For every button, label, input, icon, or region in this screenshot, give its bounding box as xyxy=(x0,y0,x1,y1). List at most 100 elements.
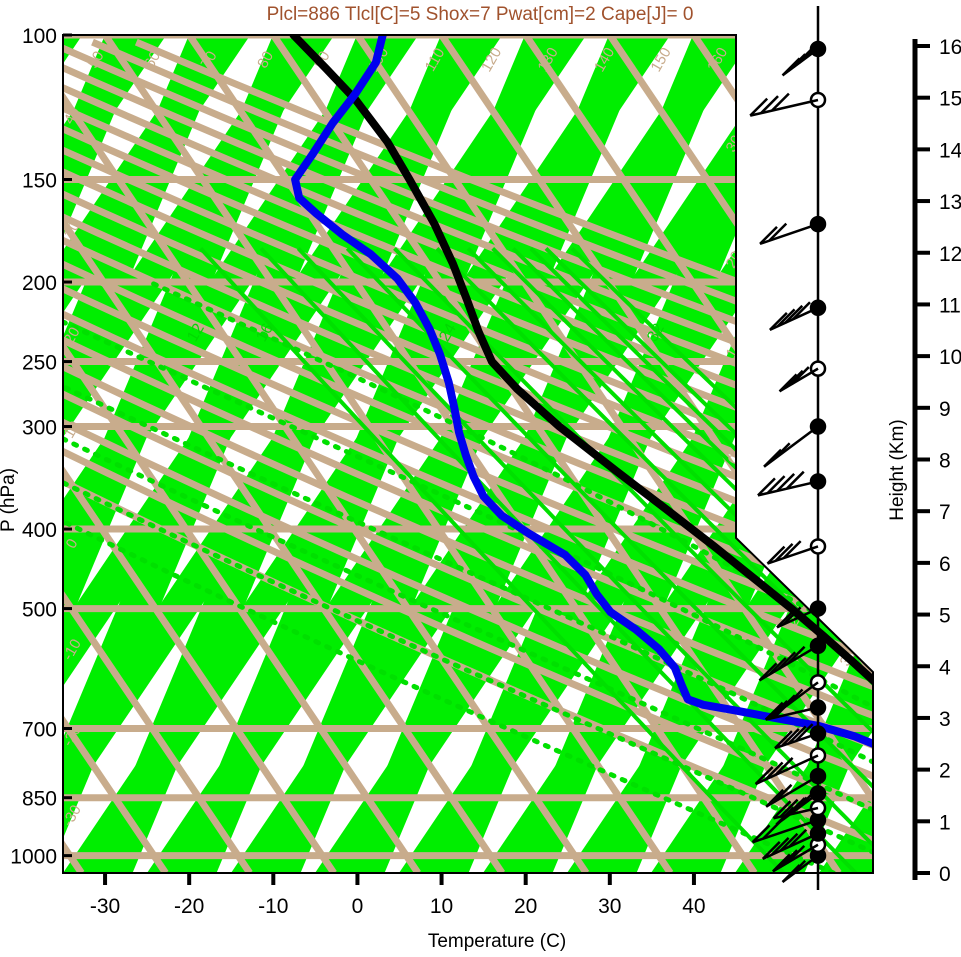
x-axis-label: Temperature (C) xyxy=(428,931,566,952)
chart-title: Plcl=886 Tlcl[C]=5 Shox=7 Pwat[cm]=2 Cap… xyxy=(267,4,694,25)
temperature-tick-label: -10 xyxy=(258,895,288,918)
wind-barb-feather xyxy=(757,477,776,497)
temperature-tick-label: 20 xyxy=(514,895,537,918)
wind-barb-feather xyxy=(782,606,802,626)
isotherm-label-left: 40 xyxy=(61,104,84,127)
height-tick-label: 10 xyxy=(939,346,961,369)
wind-barb-feather xyxy=(772,800,792,820)
dry-adiabat-label: 60 xyxy=(141,48,164,71)
wind-barb-shaft xyxy=(763,425,819,468)
mixing-ratio-label: 32 xyxy=(644,321,668,345)
height-tick-label: 11 xyxy=(939,294,961,317)
wind-barb-feather xyxy=(790,366,810,385)
plot-content: 50 60 70 80 90 100 110 120 130 140 150 160403020100… xyxy=(61,35,873,873)
height-tick-label: 7 xyxy=(939,501,951,524)
pressure-tick-label: 250 xyxy=(22,352,57,375)
wind-barb-feather xyxy=(798,44,818,64)
wind-barb-feather xyxy=(768,222,788,242)
wind-barb-feather xyxy=(771,853,791,873)
moist-adiabat-lines xyxy=(63,279,873,873)
wind-barb-feather xyxy=(794,723,814,743)
height-axis-label: Height (Km) xyxy=(887,419,908,520)
trace-dewpoint xyxy=(291,35,873,860)
wind-barb-feather xyxy=(776,694,796,714)
mixing-ratio-label: 16 xyxy=(253,321,277,345)
wind-barb-feather xyxy=(769,311,788,331)
plot-frame xyxy=(62,34,874,874)
wind-barb-feather xyxy=(773,783,793,803)
wind-barb-feather xyxy=(751,824,771,844)
isotherm-label-left: 20 xyxy=(61,324,84,347)
dry-adiabat-label: 80 xyxy=(254,48,277,71)
wind-barb-feather xyxy=(782,540,802,560)
wind-barb-feather xyxy=(763,448,782,468)
wind-barb-feather xyxy=(786,845,806,864)
height-tick-label: 3 xyxy=(939,708,951,731)
wind-barb-feather xyxy=(760,95,779,115)
wind-barb-feather xyxy=(778,373,798,393)
wind-barb-feather xyxy=(777,651,797,671)
wind-barb-feather xyxy=(749,97,769,117)
temperature-tick-label: 10 xyxy=(430,895,453,918)
height-tick-label: 1 xyxy=(939,811,951,834)
wind-barb-feather xyxy=(769,700,789,719)
height-tick-label: 8 xyxy=(939,450,951,473)
height-tick-label: 6 xyxy=(939,553,951,576)
wind-barb-feather xyxy=(754,766,774,785)
pressure-tick-label: 500 xyxy=(22,599,57,622)
wind-barb-feather xyxy=(795,791,815,811)
mixing-ratio-label: 24 xyxy=(436,321,460,345)
height-tick-label: 14 xyxy=(939,139,961,162)
dry-adiabat-label: 50 xyxy=(85,48,108,71)
wind-barb-feather xyxy=(786,645,806,665)
sounding-traces xyxy=(289,35,873,860)
wind-barb-feather xyxy=(758,662,778,682)
wind-barb-feather xyxy=(785,470,805,490)
height-tick-label: 15 xyxy=(939,88,961,111)
pressure-tick-label: 100 xyxy=(22,25,57,48)
wind-barb-feather xyxy=(779,832,799,852)
wind-barb-feather xyxy=(774,757,794,776)
wind-barb-shaft xyxy=(778,367,819,393)
wind-barb-feather xyxy=(788,828,808,848)
height-tick-label: 16 xyxy=(939,36,961,59)
y-axis-label: P (hPa) xyxy=(0,468,19,532)
mixing-ratio-label: 12 xyxy=(184,321,208,345)
trace-temperature xyxy=(289,35,873,860)
wind-barb-shaft xyxy=(749,98,819,117)
temperature-tick-label: 0 xyxy=(352,895,364,918)
wind-barb-feather xyxy=(765,788,785,808)
height-tick-label: 2 xyxy=(939,760,951,783)
wind-barb-feather xyxy=(766,475,786,495)
wind-barb-feather xyxy=(764,701,784,721)
pressure-tick-label: 700 xyxy=(22,718,57,741)
wind-barb-feather xyxy=(771,92,790,112)
wind-barb-feather xyxy=(776,473,796,492)
pressure-tick-label: 200 xyxy=(22,272,57,295)
isotherm-label-left: 30 xyxy=(61,218,84,241)
wind-barb-feather xyxy=(792,301,811,321)
wind-barb-feather xyxy=(759,225,778,245)
height-tick-label: 9 xyxy=(939,398,951,421)
height-tick-label: 13 xyxy=(939,191,961,214)
wind-barb-feather xyxy=(766,545,786,565)
wind-barb-feather xyxy=(774,542,794,562)
height-tick-label: 12 xyxy=(939,243,961,266)
wind-barb-feather xyxy=(784,688,804,708)
wind-barb-feather xyxy=(776,609,795,629)
wind-barb-feather xyxy=(787,725,807,745)
wind-barb-feather xyxy=(764,761,784,781)
temperature-tick-label: -20 xyxy=(174,895,204,918)
wind-barb-feather xyxy=(776,308,796,328)
temperature-tick-label: 40 xyxy=(682,895,705,918)
wind-barb-feather xyxy=(779,849,798,869)
wind-barb-column xyxy=(749,6,827,890)
temperature-tick-label: -30 xyxy=(90,895,120,918)
wind-barb-feather xyxy=(770,836,790,856)
wind-barb-feather xyxy=(774,730,793,750)
height-tick-label: 4 xyxy=(939,656,951,679)
